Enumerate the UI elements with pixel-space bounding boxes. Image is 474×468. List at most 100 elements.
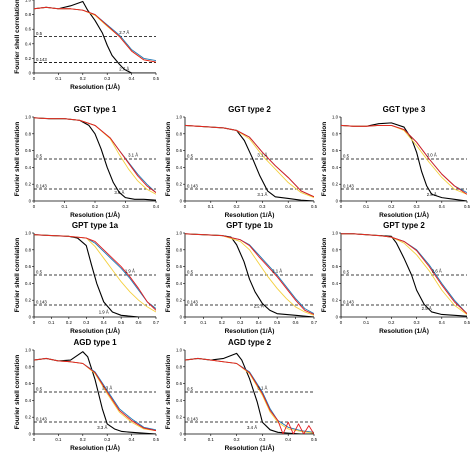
- series-line-2: [34, 357, 156, 432]
- y-tick-label: 0.8: [176, 131, 183, 136]
- threshold-label: 0.143: [36, 299, 47, 304]
- fsc-panel-4: GGT type 3 0 0.1 0.2 0.3 0.4 0.5 0 0.2 0.4 0.6 0.8 1…: [321, 105, 471, 219]
- series-line-3: [34, 357, 156, 432]
- x-tick-label: 0.1: [363, 320, 370, 325]
- series-line-3: [34, 6, 156, 63]
- x-tick-label: 0: [33, 76, 36, 81]
- x-tick-label: 0: [184, 437, 187, 442]
- y-tick-label: 0: [29, 315, 32, 320]
- series-line-0: [185, 233, 314, 317]
- threshold-label: 0.143: [36, 416, 47, 421]
- y-axis-label: Fourier shell correlation: [14, 238, 21, 312]
- x-tick-label: 0.3: [123, 204, 130, 209]
- y-tick-label: 0: [29, 199, 32, 204]
- y-axis-label: Fourier shell correlation: [14, 0, 21, 74]
- x-tick-label: 0: [33, 437, 36, 442]
- y-axis-label: Fourier shell correlation: [165, 238, 172, 312]
- x-tick-label: 0.4: [129, 437, 136, 442]
- series-line-1: [185, 124, 314, 198]
- y-tick-label: 0: [180, 432, 183, 437]
- series-line-3: [185, 124, 314, 198]
- y-tick-label: 0.4: [25, 41, 32, 46]
- x-tick-label: 0.2: [80, 76, 87, 81]
- y-tick-label: 0.8: [332, 247, 339, 252]
- y-axis-label: Fourier shell correlation: [165, 122, 172, 196]
- panel-title: GPT type 1a: [72, 221, 119, 230]
- threshold-label: 0.5: [36, 154, 43, 159]
- resolution-annotation: 3.0 Å: [114, 190, 124, 195]
- resolution-annotation: 3.0 Å: [427, 152, 437, 157]
- panel-title: GPT type 2: [383, 221, 425, 230]
- x-axis-label: Resolution (1/Å): [379, 210, 429, 219]
- x-tick-label: 0.4: [101, 320, 108, 325]
- y-tick-label: 0.8: [176, 247, 183, 252]
- x-tick-label: 0.3: [414, 204, 421, 209]
- x-tick-label: 0.2: [80, 437, 87, 442]
- threshold-label: 0.5: [187, 387, 194, 392]
- threshold-label: 0.5: [36, 31, 43, 36]
- y-tick-label: 1.0: [176, 348, 183, 353]
- x-tick-label: 0.2: [234, 437, 241, 442]
- x-tick-label: 0.4: [439, 204, 446, 209]
- y-tick-label: 1.0: [25, 348, 32, 353]
- y-tick-label: 0.6: [332, 264, 339, 269]
- threshold-label: 0.143: [36, 57, 47, 62]
- resolution-annotation: 3.1 Å: [257, 152, 267, 157]
- x-axis-label: Resolution (1/Å): [225, 443, 275, 452]
- series-line-3: [34, 117, 156, 193]
- x-tick-label: 0: [33, 320, 36, 325]
- fsc-panel-7: GPT type 2 0 0.1 0.2 0.3 0.4 0.5 0 0.2 0.4 0.6 0.8 1…: [321, 221, 471, 335]
- threshold-label: 0.143: [187, 183, 198, 188]
- threshold-label: 0.5: [36, 270, 43, 275]
- y-tick-label: 0: [29, 432, 32, 437]
- y-axis-label: Fourier shell correlation: [14, 122, 21, 196]
- x-tick-label: 0.3: [83, 320, 90, 325]
- x-tick-label: 0.4: [129, 76, 136, 81]
- x-tick-label: 0: [340, 204, 343, 209]
- resolution-annotation: 2.8 Å: [427, 192, 437, 197]
- x-tick-label: 0.4: [153, 204, 160, 209]
- x-tick-label: 0.5: [274, 320, 281, 325]
- x-tick-label: 0.5: [311, 437, 318, 442]
- resolution-annotation: 3.1 Å: [257, 385, 267, 390]
- series-line-3: [341, 124, 467, 195]
- x-tick-label: 0.5: [153, 437, 160, 442]
- x-tick-label: 0.1: [208, 204, 215, 209]
- y-tick-label: 0.8: [332, 131, 339, 136]
- series-group: [185, 352, 314, 434]
- x-tick-label: 0.5: [311, 204, 318, 209]
- x-tick-label: 0.2: [92, 204, 99, 209]
- y-tick-label: 0.2: [176, 298, 183, 303]
- y-tick-label: 0: [180, 199, 183, 204]
- series-line-2: [34, 234, 156, 313]
- x-axis-label: Resolution (1/Å): [379, 326, 429, 335]
- series-group: [34, 0, 156, 73]
- series-group: [34, 117, 156, 201]
- series-line-1: [34, 234, 156, 309]
- y-tick-label: 0: [29, 71, 32, 76]
- resolution-annotation: 2.7 Å: [119, 30, 129, 35]
- resolution-annotation: 3.1 Å: [257, 192, 267, 197]
- y-tick-label: 0.2: [176, 182, 183, 187]
- x-tick-label: 0.5: [153, 76, 160, 81]
- x-tick-label: 0.1: [55, 437, 62, 442]
- threshold-label: 0.5: [187, 270, 194, 275]
- y-tick-label: 0.8: [25, 364, 32, 369]
- resolution-annotation: 3.4 Å: [247, 425, 257, 430]
- y-tick-label: 1.0: [176, 115, 183, 120]
- threshold-label: 0.143: [343, 183, 354, 188]
- x-tick-label: 0.7: [153, 320, 160, 325]
- x-tick-label: 0: [184, 204, 187, 209]
- y-tick-label: 0: [180, 315, 183, 320]
- y-tick-label: 0.6: [176, 148, 183, 153]
- y-tick-label: 0.8: [25, 12, 32, 17]
- panel-title: GPT type 1b: [226, 221, 273, 230]
- series-line-3: [185, 357, 314, 434]
- y-tick-label: 0.6: [176, 264, 183, 269]
- y-tick-label: 1.0: [25, 231, 32, 236]
- threshold-label: 0.5: [187, 154, 194, 159]
- y-tick-label: 0.2: [25, 415, 32, 420]
- fsc-panel-6: GPT type 1b 0 0.1 0.2 0.3 0.4 0.5 0.6 0.7 0 0.2 0.4…: [165, 221, 318, 335]
- y-tick-label: 0.6: [25, 148, 32, 153]
- y-tick-label: 0.8: [25, 131, 32, 136]
